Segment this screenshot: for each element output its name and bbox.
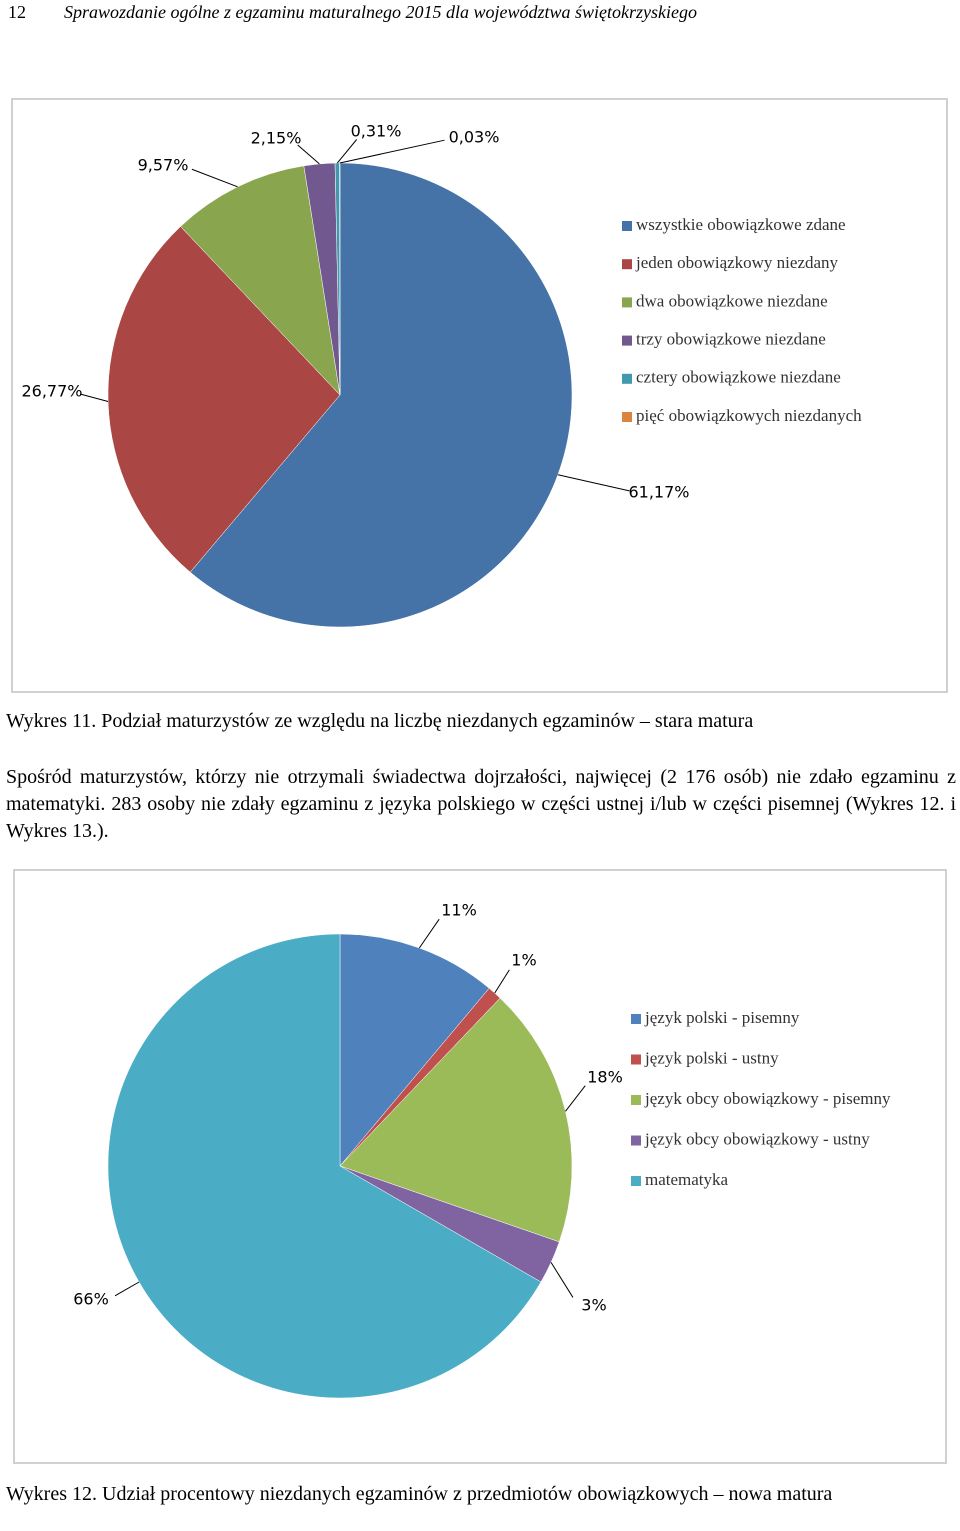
leader-line — [191, 168, 238, 188]
page-number: 12 — [8, 2, 26, 22]
legend-swatch — [631, 1095, 641, 1105]
data-label: 0,31% — [351, 122, 402, 141]
legend-swatch — [631, 1176, 641, 1186]
legend-label: dwa obowiązkowe niezdane — [636, 291, 828, 310]
legend-label: matematyka — [645, 1170, 729, 1189]
leader-line — [557, 474, 630, 492]
data-label: 1% — [511, 951, 536, 970]
data-label: 2,15% — [251, 129, 302, 148]
legend-label: cztery obowiązkowe niezdane — [636, 368, 841, 387]
leader-line — [565, 1085, 586, 1112]
pie-slice — [339, 997, 573, 1243]
pie-slice — [189, 162, 573, 628]
pie-slice — [107, 226, 341, 573]
data-label: 61,17% — [628, 483, 689, 502]
legend-label: trzy obowiązkowe niezdane — [636, 330, 826, 349]
leader-line — [494, 969, 510, 994]
data-label: 26,77% — [21, 382, 82, 401]
data-label: 0,03% — [449, 128, 500, 147]
caption: Wykres 11. Podział maturzystów ze względ… — [6, 710, 754, 732]
paragraph: Spośród maturzystów, którzy nie otrzymal… — [6, 766, 956, 842]
data-label: 18% — [587, 1068, 623, 1087]
data-label: 9,57% — [138, 156, 189, 175]
legend-label: język obcy obowiązkowy - pisemny — [644, 1089, 891, 1108]
leader-line — [550, 1262, 574, 1298]
legend-swatch — [622, 259, 632, 270]
leader-line — [79, 393, 109, 402]
legend-label: język polski - pisemny — [644, 1008, 800, 1027]
data-label: 66% — [73, 1290, 109, 1309]
data-label: 11% — [441, 901, 477, 920]
legend-swatch — [631, 1135, 641, 1146]
legend-swatch — [631, 1014, 641, 1024]
legend-label: pięć obowiązkowych niezdanych — [636, 406, 862, 425]
leader-line — [297, 144, 320, 165]
legend-swatch — [622, 412, 632, 422]
legend-label: jeden obowiązkowy niezdany — [635, 253, 839, 272]
legend-label: wszystkie obowiązkowe zdane — [636, 215, 846, 234]
legend-swatch — [622, 335, 632, 346]
legend-label: język obcy obowiązkowy - ustny — [644, 1129, 870, 1148]
legend-swatch — [622, 221, 632, 231]
caption: Wykres 12. Udział procentowy niezdanych … — [6, 1483, 833, 1505]
leader-line — [339, 139, 445, 164]
legend-swatch — [622, 373, 632, 384]
leader-line — [114, 1281, 140, 1297]
pie-slice — [180, 165, 341, 396]
legend-swatch — [622, 297, 632, 308]
leader-line — [336, 139, 358, 164]
data-label: 3% — [581, 1296, 606, 1315]
legend-swatch — [631, 1054, 641, 1065]
pie-slice — [339, 933, 490, 1167]
leader-line — [418, 918, 440, 949]
header-title: Sprawozdanie ogólne z egzaminu maturalne… — [64, 2, 697, 22]
pie-slice — [107, 933, 542, 1399]
legend-label: język polski - ustny — [644, 1048, 779, 1067]
